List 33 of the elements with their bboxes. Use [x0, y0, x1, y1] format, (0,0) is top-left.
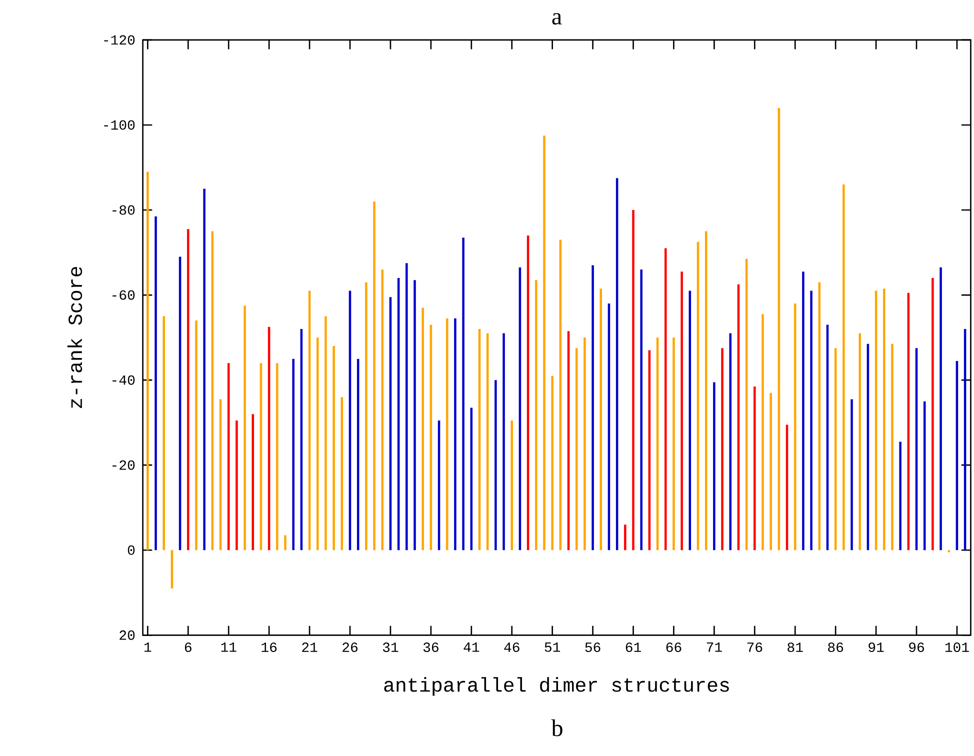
x-tick-label: 46	[504, 642, 520, 652]
x-tick-label: 1	[144, 642, 152, 652]
x-tick-label: 41	[464, 642, 480, 652]
y-tick-label: -60	[112, 290, 135, 300]
x-tick-label: 21	[302, 642, 318, 652]
x-tick-label: 91	[868, 642, 884, 652]
y-tick-label: -20	[112, 460, 135, 470]
y-tick-label: 20	[120, 630, 135, 640]
x-axis-title: antiparallel dimer structures	[384, 677, 729, 696]
x-tick-label: 11	[221, 642, 236, 652]
x-tick-label: 26	[342, 642, 358, 652]
y-tick-label: -120	[104, 35, 135, 45]
y-tick-label: -40	[112, 375, 135, 385]
x-tick-label: 61	[626, 642, 641, 652]
y-tick-label: -80	[112, 205, 135, 215]
x-tick-label: 51	[544, 642, 560, 652]
x-tick-label: 16	[262, 642, 277, 652]
x-tick-label: 71	[706, 642, 722, 652]
x-tick-label: 56	[585, 642, 600, 652]
x-tick-label: 81	[788, 642, 803, 652]
chart-title: a	[552, 13, 562, 25]
x-tick-label: 66	[666, 642, 682, 652]
y-axis-title: z-rank Score	[67, 266, 82, 408]
x-tick-label: 101	[945, 642, 969, 652]
text: b	[551, 719, 562, 736]
y-tick-label: 0	[128, 545, 135, 555]
x-tick-label: 96	[909, 642, 924, 652]
y-tick-label: -100	[104, 120, 135, 130]
x-tick-label: 31	[382, 642, 398, 652]
x-tick-label: 36	[423, 642, 438, 652]
x-tick-label: 76	[747, 642, 762, 652]
x-tick-label: 86	[828, 642, 844, 652]
x-tick-label: 6	[184, 642, 192, 652]
